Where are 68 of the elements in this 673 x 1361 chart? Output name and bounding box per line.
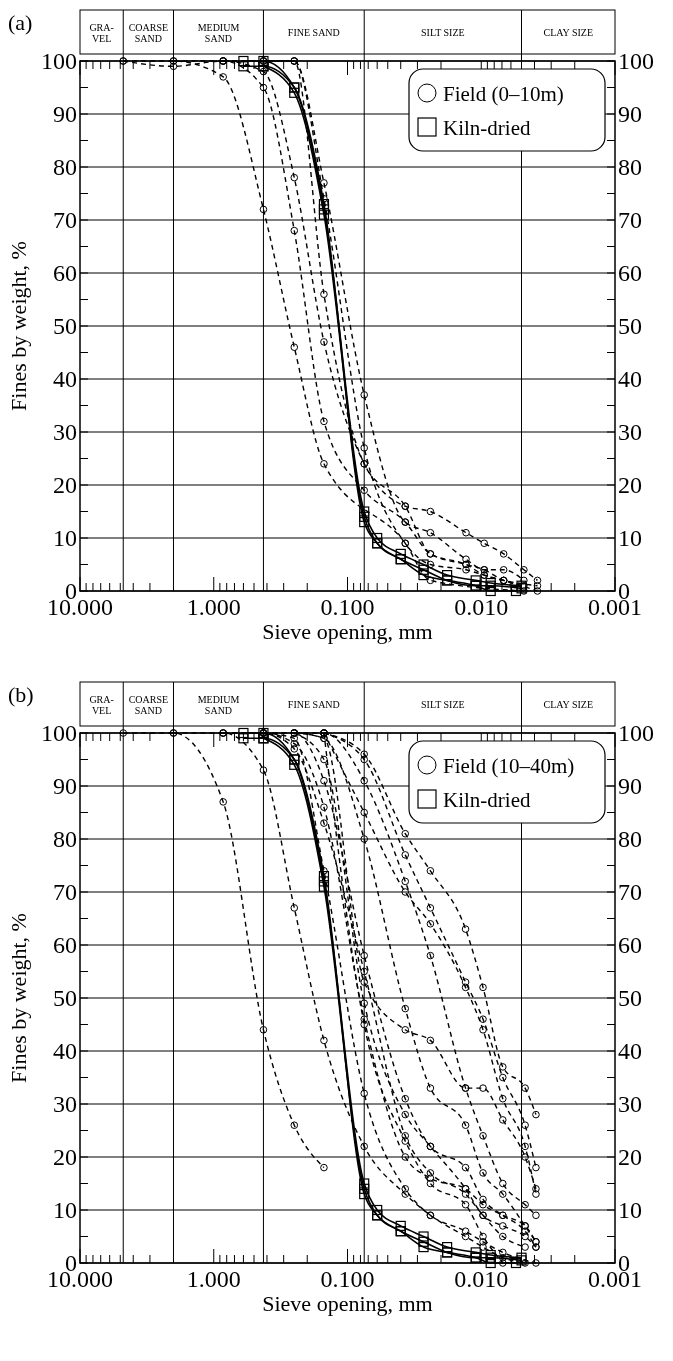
y2-tick-label: 30 (618, 419, 642, 445)
y-tick-label: 100 (41, 48, 77, 74)
x-tick-label: 1.000 (186, 1266, 241, 1292)
text: FINE SAND (287, 27, 340, 38)
y2-tick-label: 100 (618, 720, 654, 746)
y-tick-label: 40 (53, 366, 77, 392)
x-axis-title: Sieve opening, mm (262, 619, 433, 644)
y-tick-label: 60 (53, 260, 77, 286)
y-tick-label: 60 (53, 932, 77, 958)
y-tick-label: 90 (53, 773, 77, 799)
y-tick-label: 80 (53, 154, 77, 180)
y2-tick-label: 70 (618, 879, 642, 905)
y-tick-label: 30 (53, 419, 77, 445)
y2-tick-label: 10 (618, 1197, 642, 1223)
y2-tick-label: 10 (618, 525, 642, 551)
y-tick-label: 10 (53, 525, 77, 551)
y-tick-label: 80 (53, 826, 77, 852)
legend-label: Field (10–40m) (443, 754, 575, 778)
y2-tick-label: 50 (618, 313, 642, 339)
text: SILT SIZE (421, 27, 465, 38)
y2-tick-label: 100 (618, 48, 654, 74)
y2-tick-label: 40 (618, 366, 642, 392)
text: MEDIUM SAND (197, 21, 240, 44)
y2-tick-label: 80 (618, 826, 642, 852)
y2-tick-label: 20 (618, 1144, 642, 1170)
y2-tick-label: 90 (618, 773, 642, 799)
y-axis-title: Fines by weight, % (6, 913, 31, 1083)
y2-tick-label: 30 (618, 1091, 642, 1117)
y-tick-label: 30 (53, 1091, 77, 1117)
text: SILT SIZE (421, 699, 465, 710)
legend-label: Kiln-dried (443, 788, 531, 812)
x-tick-label: 0.010 (454, 594, 509, 620)
text: COARSE SAND (128, 693, 169, 716)
y2-tick-label: 80 (618, 154, 642, 180)
y2-tick-label: 90 (618, 101, 642, 127)
y-tick-label: 10 (53, 1197, 77, 1223)
y-tick-label: 20 (53, 1144, 77, 1170)
legend-label: Kiln-dried (443, 116, 531, 140)
y2-tick-label: 70 (618, 207, 642, 233)
y-tick-label: 50 (53, 313, 77, 339)
y-tick-label: 70 (53, 879, 77, 905)
y-tick-label: 100 (41, 720, 77, 746)
y-tick-label: 20 (53, 472, 77, 498)
y-tick-label: 40 (53, 1038, 77, 1064)
y-tick-label: 70 (53, 207, 77, 233)
x-tick-label: 0.010 (454, 1266, 509, 1292)
x-axis-title: Sieve opening, mm (262, 1291, 433, 1316)
x-tick-label: 0.100 (320, 1266, 375, 1292)
text: COARSE SAND (128, 21, 169, 44)
x-tick-label: 0.100 (320, 594, 375, 620)
y-tick-label: 90 (53, 101, 77, 127)
y2-tick-label: 60 (618, 260, 642, 286)
legend-label: Field (0–10m) (443, 82, 564, 106)
y2-tick-label: 50 (618, 985, 642, 1011)
text: GRA- VEL (89, 21, 114, 44)
y2-tick-label: 60 (618, 932, 642, 958)
y-axis-title: Fines by weight, % (6, 241, 31, 411)
chart-title: (b) (8, 682, 34, 707)
y2-tick-label: 40 (618, 1038, 642, 1064)
y-tick-label: 50 (53, 985, 77, 1011)
text: CLAY SIZE (543, 699, 594, 710)
text: CLAY SIZE (543, 27, 594, 38)
text: GRA- VEL (89, 693, 114, 716)
text: MEDIUM SAND (197, 693, 240, 716)
y2-tick-label: 20 (618, 472, 642, 498)
chart-title: (a) (8, 10, 33, 35)
x-tick-label: 1.000 (186, 594, 241, 620)
text: FINE SAND (287, 699, 340, 710)
